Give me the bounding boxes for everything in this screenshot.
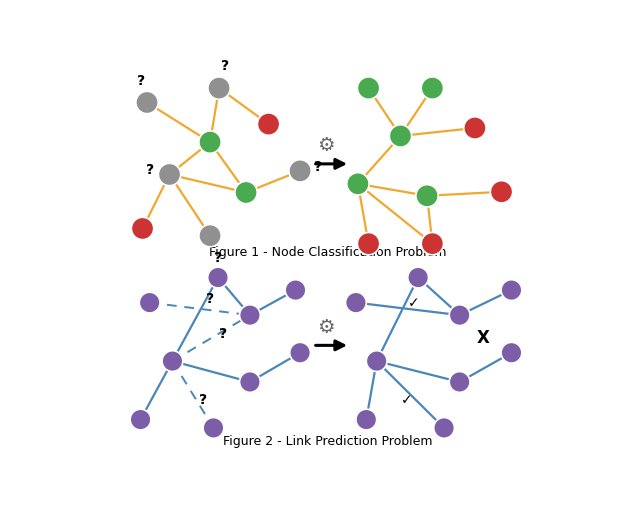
Circle shape <box>162 351 183 371</box>
Text: ✓: ✓ <box>401 394 412 408</box>
Circle shape <box>136 91 158 113</box>
Circle shape <box>131 217 154 240</box>
Text: Figure 1 - Node Classification Problem: Figure 1 - Node Classification Problem <box>209 247 447 260</box>
Circle shape <box>199 224 221 247</box>
Circle shape <box>416 184 438 207</box>
Circle shape <box>203 418 224 438</box>
Text: ?: ? <box>221 59 229 73</box>
Circle shape <box>501 280 522 300</box>
Text: X: X <box>477 329 490 347</box>
Circle shape <box>140 292 160 313</box>
Text: ?: ? <box>137 74 145 88</box>
Text: ?: ? <box>314 160 322 174</box>
Circle shape <box>434 418 454 438</box>
Circle shape <box>239 305 260 325</box>
Circle shape <box>158 163 180 185</box>
Circle shape <box>290 342 310 363</box>
Circle shape <box>449 305 470 325</box>
Circle shape <box>347 172 369 195</box>
Text: ?: ? <box>145 164 154 178</box>
Circle shape <box>389 125 412 147</box>
Circle shape <box>464 117 486 139</box>
Text: Figure 2 - Link Prediction Problem: Figure 2 - Link Prediction Problem <box>223 435 433 449</box>
Circle shape <box>366 351 387 371</box>
Circle shape <box>490 181 513 203</box>
Circle shape <box>356 409 377 430</box>
Circle shape <box>357 77 380 99</box>
Text: ?: ? <box>205 292 214 306</box>
Text: ✓: ✓ <box>408 296 420 310</box>
Circle shape <box>449 371 470 392</box>
Circle shape <box>199 131 221 153</box>
Circle shape <box>421 233 444 255</box>
Circle shape <box>421 77 444 99</box>
Text: ⚙: ⚙ <box>317 136 335 155</box>
Circle shape <box>207 267 228 288</box>
Circle shape <box>285 280 306 300</box>
Circle shape <box>501 342 522 363</box>
Text: ?: ? <box>219 327 227 341</box>
Circle shape <box>346 292 366 313</box>
Text: ?: ? <box>214 251 222 265</box>
Text: ⚙: ⚙ <box>317 318 335 337</box>
Text: ?: ? <box>199 394 207 408</box>
Circle shape <box>130 409 151 430</box>
Circle shape <box>239 371 260 392</box>
Circle shape <box>257 113 280 135</box>
Circle shape <box>408 267 429 288</box>
Circle shape <box>235 181 257 204</box>
Circle shape <box>357 233 380 255</box>
Circle shape <box>208 77 230 99</box>
Circle shape <box>289 160 311 182</box>
